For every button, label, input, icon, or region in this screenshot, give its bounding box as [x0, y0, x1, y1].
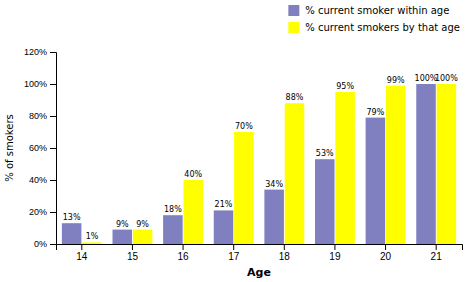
x-tick-label: 16 [178, 251, 190, 262]
x-tick: 16 [178, 244, 190, 262]
bar [62, 223, 82, 244]
x-tick: 19 [329, 244, 341, 262]
x-tick: 21 [431, 244, 443, 262]
data-labels: 13% 9% 18% 21% 34% 53% 79% 100% 1% 9% 40% 70% 88% 95%… [63, 74, 458, 241]
x-tick-mark [132, 244, 133, 250]
y-axis-line [50, 53, 57, 245]
data-label: 70% [235, 122, 253, 131]
data-label: 13% [63, 213, 81, 222]
y-tick: 0% [34, 239, 56, 249]
y-tick-mark [50, 84, 56, 85]
data-label: 88% [286, 93, 304, 102]
data-label: 40% [184, 170, 202, 179]
bar [163, 215, 183, 244]
x-tick-label: 15 [127, 251, 139, 262]
y-tick-label: 120% [24, 47, 47, 57]
y-tick-mark [50, 116, 56, 117]
y-tick: 100% [24, 79, 56, 89]
bar [264, 190, 284, 244]
x-axis: 14 15 16 17 18 19 20 21 [57, 244, 463, 262]
bar [437, 84, 457, 244]
bar [366, 118, 386, 244]
x-axis-line [57, 245, 463, 251]
y-tick-label: 100% [24, 79, 47, 89]
y-axis: 0% 20% 40% 60% 80% 100% 120% [24, 47, 57, 249]
bar [234, 132, 254, 244]
y-tick: 20% [29, 207, 56, 217]
y-tick-mark [50, 244, 56, 245]
data-label: 100% [435, 74, 458, 83]
chart: 13% 9% 18% 21% 34% 53% 79% 100% 1% 9% 40% 70% 88% 95%… [0, 0, 474, 282]
x-tick-label: 19 [329, 251, 341, 262]
y-tick: 60% [29, 143, 56, 153]
legend-label: % current smokers by that age [305, 22, 460, 33]
y-tick-label: 60% [29, 143, 47, 153]
bar [133, 230, 153, 244]
x-tick-label: 21 [431, 251, 443, 262]
x-tick-mark [436, 244, 437, 250]
x-tick: 17 [228, 244, 240, 262]
bars [62, 84, 456, 244]
bar [315, 159, 335, 244]
bar [285, 103, 305, 244]
data-label: 9% [116, 220, 129, 229]
legend-item: % current smokers by that age [288, 22, 460, 33]
bar [335, 92, 355, 244]
x-tick-mark [183, 244, 184, 250]
y-axis-title: % of smokers [4, 114, 15, 181]
legend-swatch [288, 5, 299, 16]
x-tick-mark [284, 244, 285, 250]
y-tick-label: 80% [29, 111, 47, 121]
series [62, 84, 436, 244]
y-tick-mark [50, 148, 56, 149]
x-tick: 15 [127, 244, 139, 262]
legend-label: % current smoker within age [305, 5, 449, 16]
y-tick-label: 0% [34, 239, 47, 249]
y-tick-mark [50, 52, 56, 53]
data-label: 21% [215, 200, 233, 209]
data-label: 9% [136, 220, 149, 229]
x-tick-mark [81, 244, 82, 250]
data-label: 95% [336, 82, 354, 91]
data-label: 34% [265, 180, 283, 189]
x-axis-title: Age [247, 266, 271, 279]
x-tick-mark [233, 244, 234, 250]
legend-item: % current smoker within age [288, 5, 449, 16]
x-tick-label: 18 [279, 251, 291, 262]
y-tick-label: 20% [29, 207, 47, 217]
y-tick-mark [50, 180, 56, 181]
bar [386, 86, 406, 244]
legend: % current smoker within age % current smo… [288, 5, 460, 33]
legend-swatch [288, 22, 299, 33]
bar [183, 180, 203, 244]
data-label: 18% [164, 205, 182, 214]
x-tick: 14 [76, 244, 88, 262]
bar [112, 230, 132, 244]
series [82, 84, 456, 244]
data-label: 1% [86, 232, 99, 241]
bar [214, 210, 234, 244]
x-tick-label: 20 [380, 251, 392, 262]
data-label: 99% [387, 76, 405, 85]
x-tick: 20 [380, 244, 392, 262]
data-label: 79% [366, 108, 384, 117]
x-tick: 18 [279, 244, 291, 262]
x-tick-label: 17 [228, 251, 240, 262]
x-tick-mark [385, 244, 386, 250]
x-tick-mark [334, 244, 335, 250]
plot: 13% 9% 18% 21% 34% 53% 79% 100% 1% 9% 40% 70% 88% 95%… [24, 47, 463, 262]
x-tick-label: 14 [76, 251, 88, 262]
bar [82, 242, 102, 244]
y-tick-label: 40% [29, 175, 47, 185]
y-tick: 120% [24, 47, 56, 57]
bar [416, 84, 436, 244]
y-tick-mark [50, 212, 56, 213]
y-tick: 80% [29, 111, 56, 121]
data-label: 53% [316, 149, 334, 158]
y-tick: 40% [29, 175, 56, 185]
